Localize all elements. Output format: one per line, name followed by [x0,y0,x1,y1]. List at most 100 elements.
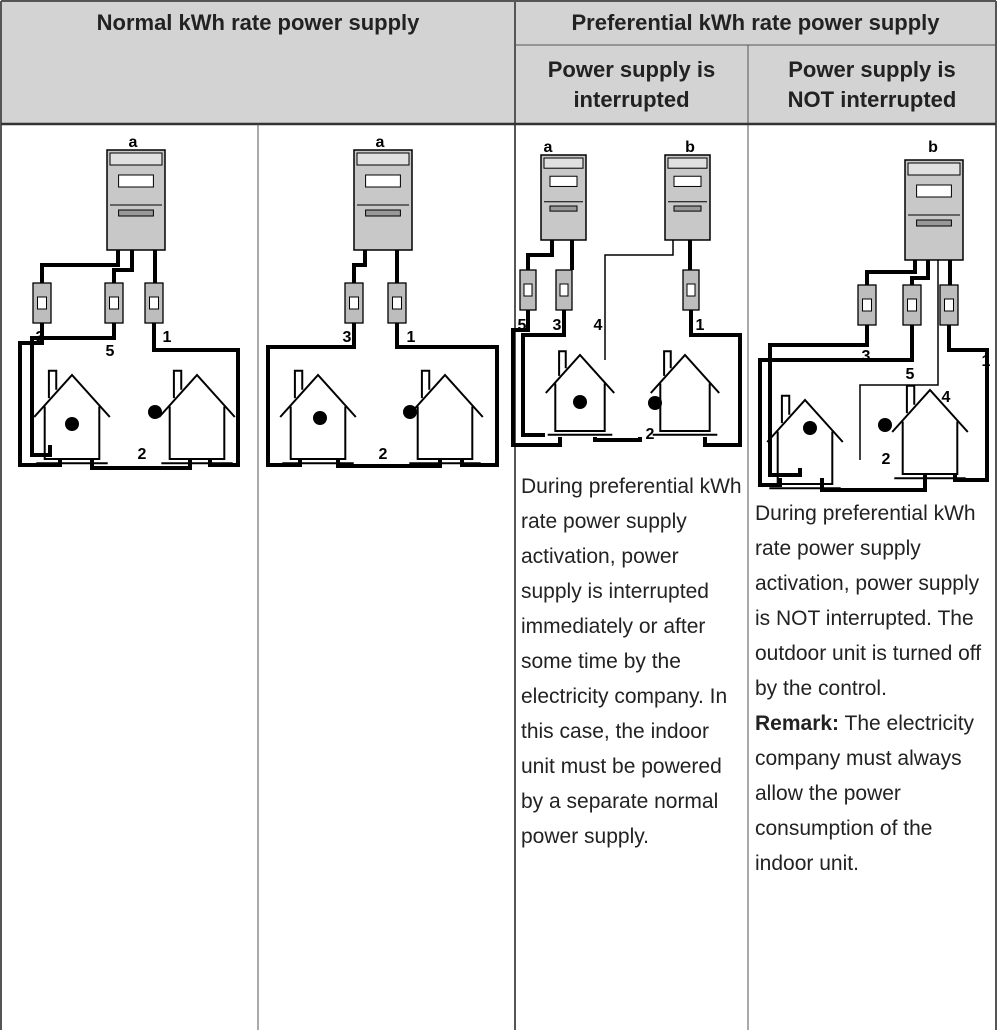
wire [30,323,116,457]
breaker [857,284,877,326]
meter-display [549,175,578,187]
wire [910,260,930,285]
diagram-label: 4 [594,317,603,334]
remark-label: Remark: [755,712,840,735]
meter [353,149,413,251]
house-walls [416,406,474,460]
breaker-switch [862,298,872,312]
house-chimney [780,394,791,424]
wire [112,250,134,283]
wire [859,260,939,460]
diagram-label: b [685,139,695,156]
diagram-label: 1 [696,317,705,334]
interrupted-text: During preferential kWh rate power suppl… [521,475,742,848]
house-chimney [420,369,431,399]
meter-box [904,159,964,261]
diagram-label: a [129,134,138,151]
meter-display [673,175,702,187]
meter [106,149,166,251]
diagram-label: 2 [138,446,147,463]
breaker [555,269,573,311]
house-chimney [293,369,304,399]
diagram-label: 3 [553,317,562,334]
breaker [682,269,700,311]
house [891,384,969,480]
meter-top [109,152,163,166]
meter-box [353,149,413,251]
meter-top [907,162,961,176]
house-walls [554,383,606,432]
meter [904,159,964,261]
meter-box [106,149,166,251]
unit-dot [148,405,162,419]
breaker [902,284,922,326]
breaker-switch [686,283,696,297]
house-chimney [172,369,183,399]
header-not-interrupted: Power supply is NOT interrupted [787,56,957,112]
house [158,369,236,465]
house-roof [891,388,969,433]
breaker-switch [523,283,533,297]
breaker [104,282,124,324]
meter-slot [673,205,702,212]
wire [511,310,562,447]
house-walls [289,406,347,460]
wire [526,240,554,270]
wire [689,310,742,447]
meter [540,154,587,241]
wire [604,240,674,360]
house [545,350,615,436]
meter-top [356,152,410,166]
unit-dot [65,417,79,431]
house [650,350,720,436]
house [33,369,111,465]
breaker [144,282,164,324]
meter-display [118,174,154,188]
house-walls [43,406,101,460]
meter-slot [549,205,578,212]
wire [593,437,642,442]
breaker [32,282,52,324]
diagram-label: 1 [982,353,991,370]
diagram-label: 2 [646,426,655,443]
house-chimney [47,369,58,399]
breaker [344,282,364,324]
diagram-label: 2 [379,446,388,463]
house-roof [33,373,111,418]
remark: Remark: The electricity company must alw… [755,706,991,881]
house-walls [659,383,711,432]
meter-slot [118,209,154,217]
house [406,369,484,465]
house-chimney [558,350,567,376]
unit-dot [313,411,327,425]
wire [768,325,869,477]
diagram-label: 5 [518,317,527,334]
wire [352,250,367,283]
not-interrupted-text: During preferential kWh rate power suppl… [755,502,982,700]
meter [664,154,711,241]
diagram-label: a [376,134,385,151]
house-roof [545,353,615,394]
house-roof [158,373,236,418]
house-roof [766,398,844,443]
diagram-label: 1 [163,329,172,346]
breaker [939,284,959,326]
unit-dot [648,396,662,410]
wire [40,250,120,283]
unit-dot [878,418,892,432]
meter-top [543,157,584,169]
breaker-switch [37,296,47,310]
house-walls [168,406,226,460]
house-chimney [663,350,672,376]
diagram-label: 5 [106,343,115,360]
meter-top [667,157,708,169]
breaker-switch [944,298,954,312]
diagram-label: b [928,139,938,156]
wire [865,260,917,285]
diagram-label: 2 [882,451,891,468]
unit-dot [573,395,587,409]
unit-dot [403,405,417,419]
meter-slot [365,209,401,217]
